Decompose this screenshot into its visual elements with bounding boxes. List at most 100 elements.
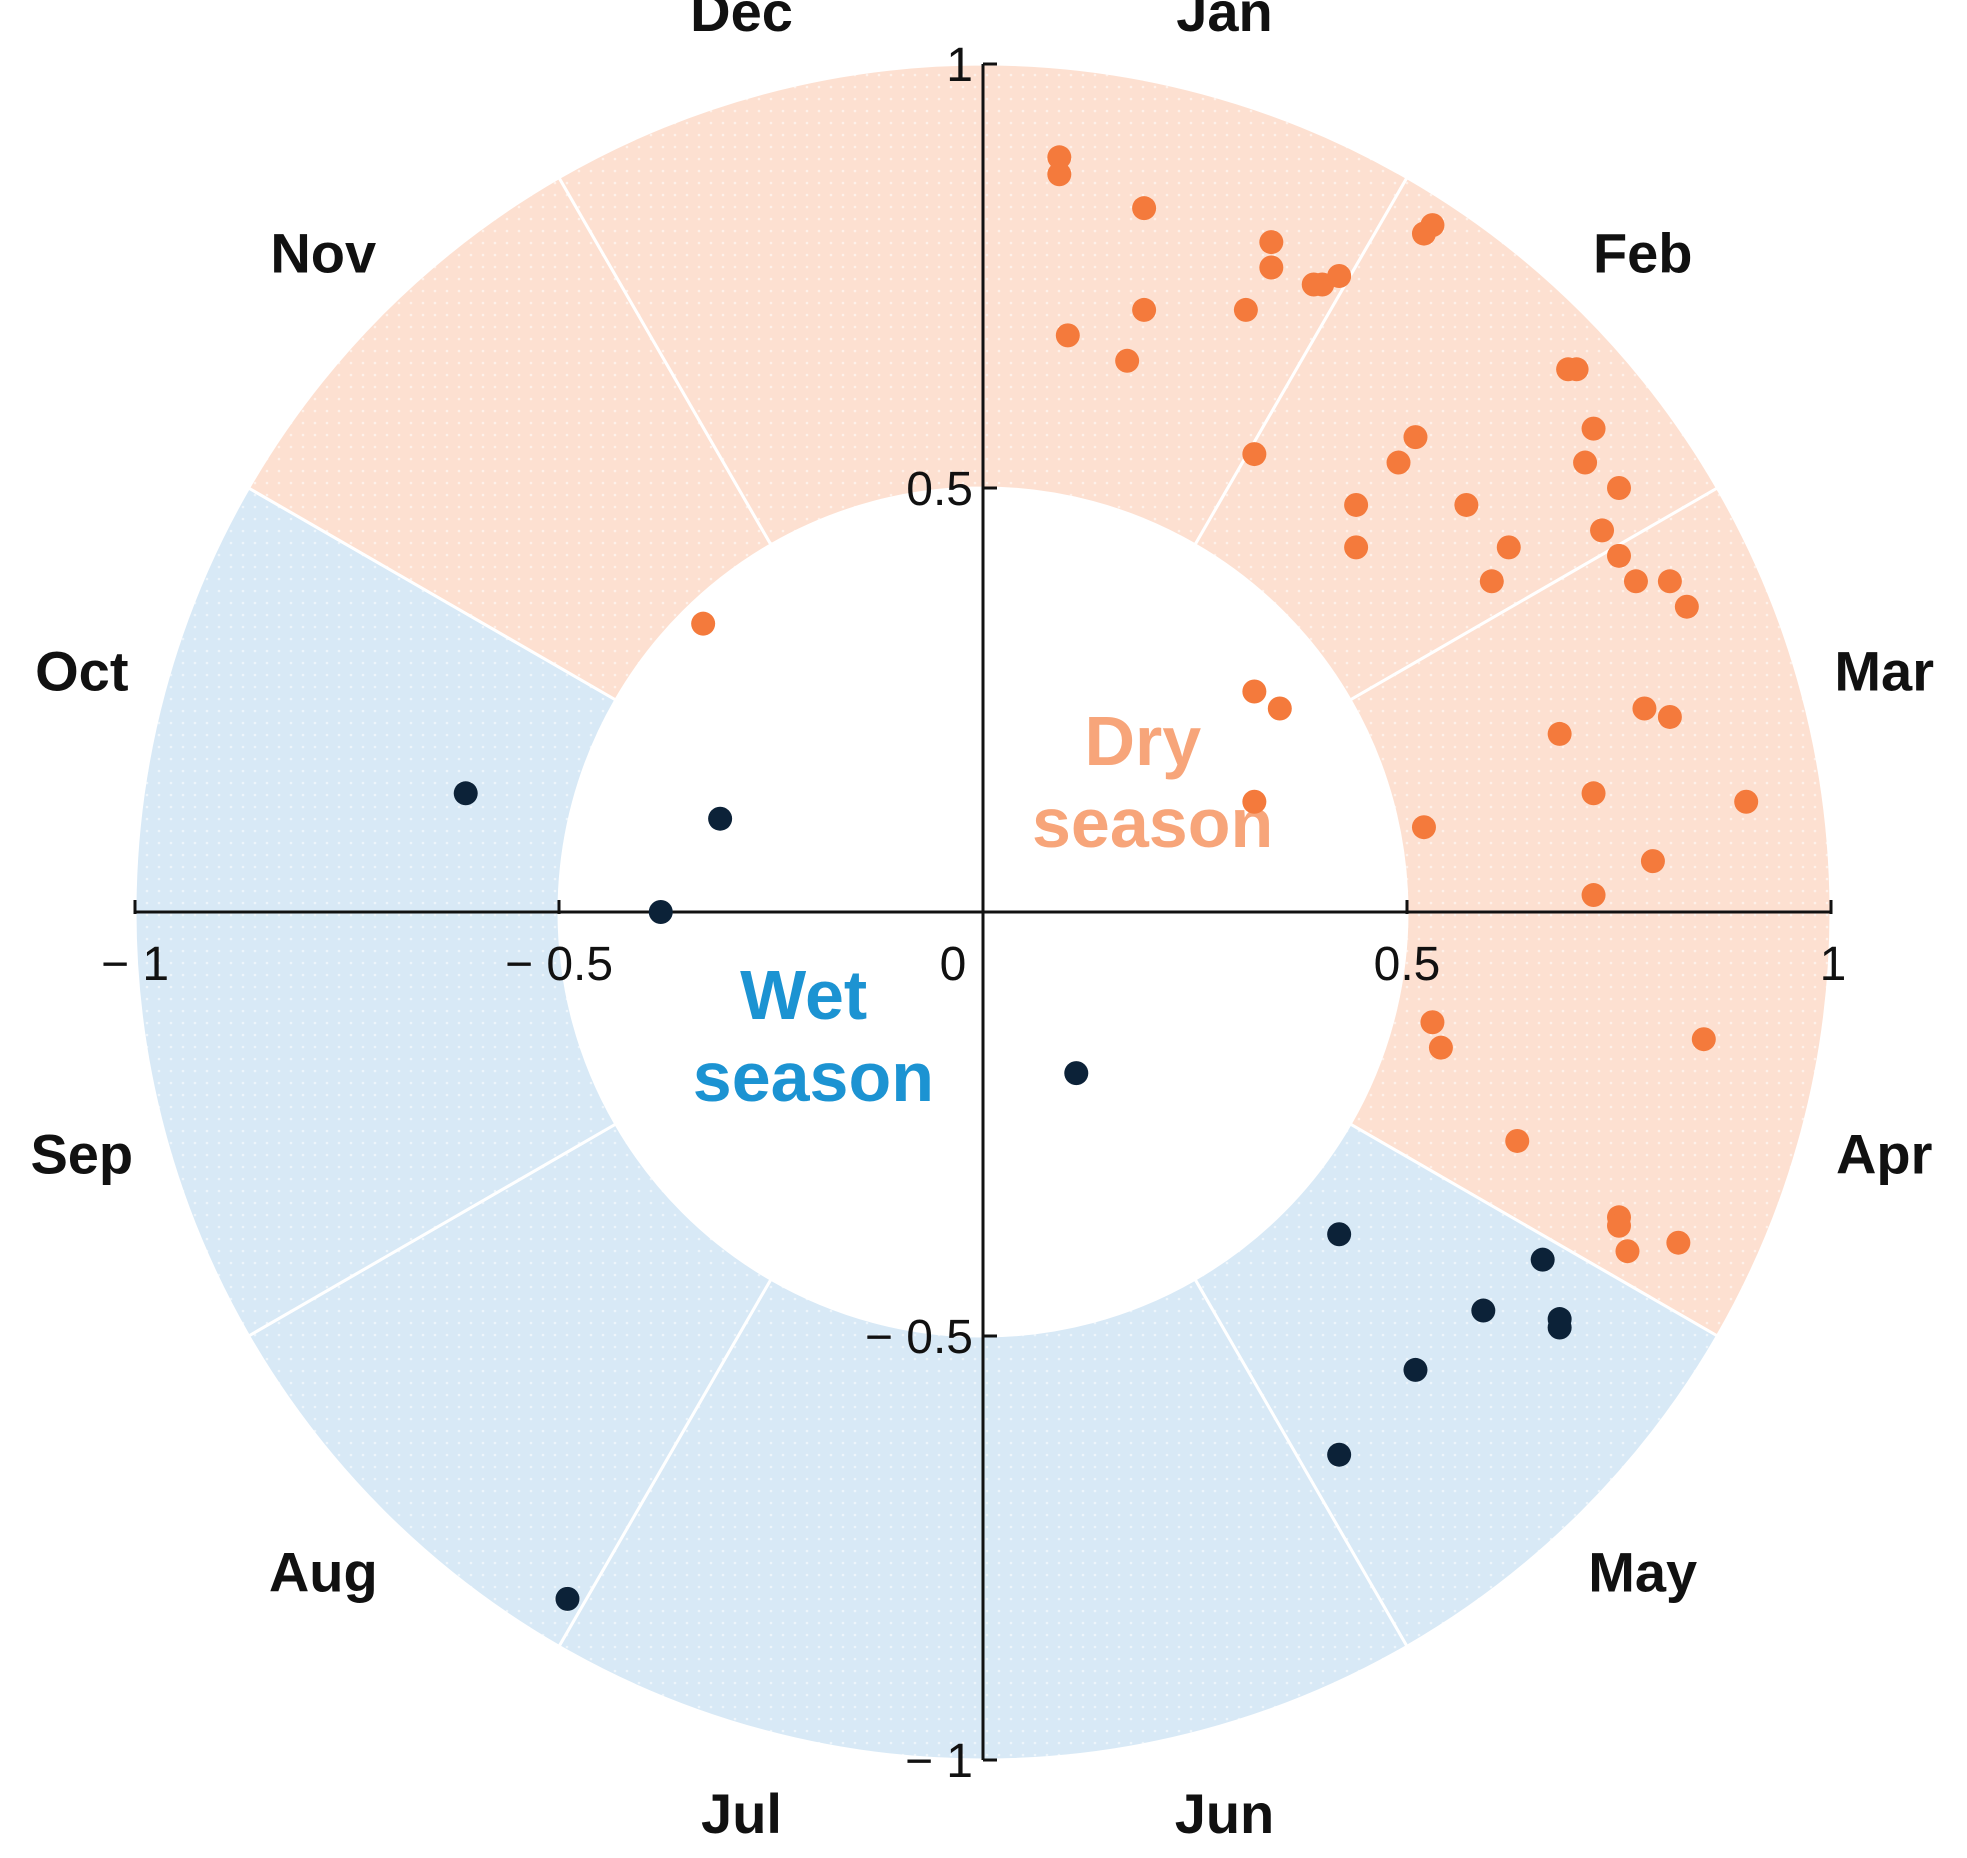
y-tick-label: − 1: [905, 1735, 973, 1788]
sector-texture-jan: [983, 64, 1407, 545]
dry-season-point: [1386, 450, 1411, 475]
wet-season-point: [1403, 1357, 1428, 1382]
sector-texture-oct: [135, 488, 616, 912]
month-label-jun: Jun: [1175, 1782, 1275, 1845]
wet-season-point: [1530, 1247, 1555, 1272]
dry-season-point: [1581, 883, 1606, 908]
dry-season-point: [1657, 569, 1682, 594]
dry-season-point: [1479, 569, 1504, 594]
dry-season-point: [1573, 450, 1598, 475]
dry-season-point: [1607, 543, 1631, 568]
dry-season-point: [1607, 476, 1631, 500]
dry-season-label-line1: Dry: [1085, 702, 1202, 780]
dry-season-point: [1411, 815, 1436, 840]
dry-season-label-line2: season: [1032, 784, 1273, 862]
sector-texture-mar: [1350, 488, 1831, 912]
dry-season-point: [1242, 789, 1267, 814]
dry-season-point: [1327, 264, 1352, 288]
x-tick-label: 1: [1820, 938, 1847, 991]
y-tick-label: 1: [946, 39, 973, 92]
month-label-nov: Nov: [270, 221, 376, 284]
wet-season-label-line1: Wet: [740, 956, 867, 1034]
wet-season-point: [555, 1586, 580, 1611]
dry-season-point: [691, 611, 716, 636]
dry-season-point: [1132, 196, 1157, 221]
dry-season-point: [1657, 704, 1682, 729]
month-label-sep: Sep: [30, 1122, 133, 1185]
dry-season-point: [1267, 696, 1292, 721]
dry-season-point: [1496, 535, 1521, 560]
dry-season-point: [1734, 789, 1759, 814]
dry-season-point: [1055, 323, 1080, 348]
month-label-mar: Mar: [1834, 640, 1934, 703]
dry-season-point: [1581, 781, 1606, 806]
sector-texture-may: [1195, 1124, 1718, 1647]
wet-season-point: [1327, 1442, 1352, 1467]
dry-season-point: [1691, 1027, 1716, 1052]
x-tick-label: 0.5: [1374, 938, 1441, 991]
dry-season-point: [1242, 679, 1267, 704]
wet-season-point: [453, 781, 478, 806]
dry-season-point: [1666, 1230, 1691, 1255]
wet-season-point: [648, 900, 673, 924]
wet-season-point: [1471, 1298, 1496, 1323]
wet-season-label-line2: season: [693, 1038, 934, 1116]
sector-texture-aug: [248, 1124, 771, 1647]
dry-season-point: [1623, 569, 1648, 594]
sector-texture-nov: [248, 177, 771, 700]
wet-season-point: [1064, 1061, 1089, 1086]
dry-season-point: [1505, 1128, 1530, 1153]
wet-season-label: Wet season: [693, 956, 934, 1116]
season-labels: Dry season Wet season: [693, 702, 1273, 1116]
sector-texture-sep: [135, 912, 616, 1336]
dry-season-point: [1632, 696, 1657, 721]
dry-season-point: [1564, 357, 1589, 382]
dry-season-point: [1420, 1010, 1445, 1035]
dry-season-point: [1233, 297, 1258, 322]
dry-season-point: [1590, 518, 1615, 543]
sector-texture-apr: [1350, 912, 1831, 1336]
dry-season-point: [1242, 442, 1267, 467]
y-tick-label: 0.5: [906, 463, 973, 516]
dry-season-point: [1640, 849, 1665, 874]
dry-season-point: [1047, 162, 1072, 187]
dry-season-point: [1259, 255, 1284, 280]
sector-texture-feb: [1195, 177, 1718, 700]
month-label-aug: Aug: [269, 1541, 378, 1604]
dry-season-point: [1115, 348, 1140, 373]
dry-season-point: [1581, 416, 1606, 441]
dry-season-point: [1344, 492, 1369, 517]
month-label-may: May: [1588, 1541, 1697, 1604]
sector-texture-jul: [559, 1279, 983, 1760]
wet-season-point: [1547, 1315, 1572, 1340]
dry-season-point: [1454, 492, 1479, 517]
wet-season-point: [1327, 1222, 1352, 1247]
sector-texture-dec: [559, 64, 983, 545]
month-sectors: [133, 62, 1833, 1762]
month-label-feb: Feb: [1593, 221, 1693, 284]
month-label-jul: Jul: [701, 1782, 782, 1845]
dry-season-point: [1403, 425, 1428, 450]
y-tick-label: − 0.5: [865, 1311, 973, 1364]
data-points: [453, 145, 1759, 1611]
dry-season-point: [1420, 213, 1445, 238]
x-tick-label: − 0.5: [505, 938, 613, 991]
dry-season-point: [1259, 230, 1284, 255]
month-label-apr: Apr: [1836, 1122, 1932, 1185]
x-tick-label: 0: [940, 938, 967, 991]
month-labels: Jan Feb Mar Apr May Jun Jul Aug Sep Oct Nov Dec: [30, 0, 1934, 1845]
dry-season-point: [1132, 297, 1157, 322]
dry-season-label: Dry season: [1032, 702, 1273, 862]
dry-season-point: [1547, 721, 1572, 746]
wet-season-point: [708, 806, 733, 831]
month-label-oct: Oct: [35, 640, 128, 703]
dry-season-point: [1615, 1239, 1640, 1264]
month-label-jan: Jan: [1176, 0, 1273, 43]
month-label-dec: Dec: [690, 0, 793, 43]
dry-season-point: [1428, 1035, 1453, 1060]
sector-texture-jun: [983, 1279, 1407, 1760]
dry-season-point: [1607, 1213, 1631, 1238]
x-tick-label: − 1: [101, 938, 169, 991]
dry-season-point: [1047, 145, 1072, 170]
